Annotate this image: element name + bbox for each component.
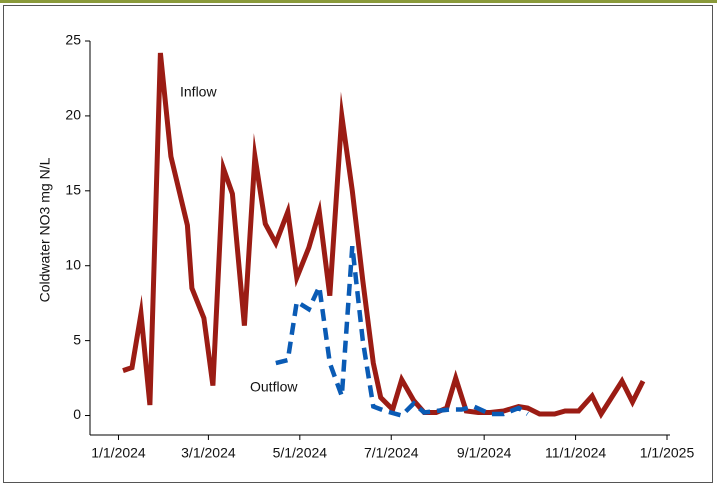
top-bar <box>0 0 717 3</box>
frame <box>3 5 713 483</box>
x-tick-label: 3/1/2024 <box>181 445 236 461</box>
x-tick-label: 1/1/2025 <box>640 445 695 461</box>
data-line <box>275 245 529 419</box>
x-tick-label: 11/1/2024 <box>545 445 606 461</box>
y-tick-label: 15 <box>65 182 81 198</box>
x-tick-label: 1/1/2024 <box>91 445 146 461</box>
data-line <box>122 52 646 420</box>
y-tick-label: 20 <box>65 107 81 123</box>
x-tick-label: 9/1/2024 <box>457 445 512 461</box>
annotation: Inflow <box>180 84 217 100</box>
x-tick-label: 7/1/2024 <box>364 445 419 461</box>
x-tick-label: 5/1/2024 <box>273 445 328 461</box>
y-tick-label: 0 <box>73 406 81 422</box>
y-axis-label: Coldwater NO3 mg N/L <box>37 157 53 302</box>
y-tick-label: 25 <box>65 32 81 48</box>
y-tick-label: 5 <box>73 331 81 347</box>
y-tick-label: 10 <box>65 256 81 272</box>
annotation: Outflow <box>250 379 298 395</box>
